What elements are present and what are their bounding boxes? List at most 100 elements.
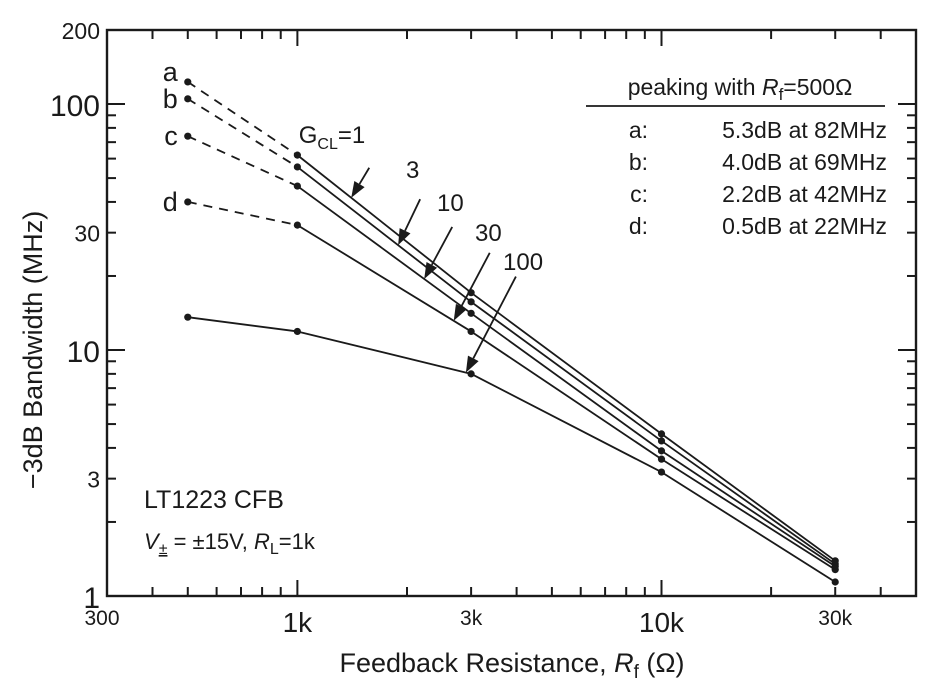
y-tick-labels: 1 3 10 30 100 200: [50, 18, 100, 615]
legend-entry-key: c:: [630, 181, 648, 207]
series-segment: [470, 330, 662, 460]
device-annotation: LT1223 CFB V± = ±15V, RL=1k: [144, 486, 316, 558]
series-g-cl-3: [184, 95, 839, 568]
legend-entry-key: a:: [629, 117, 648, 143]
series-segment-dashed: [187, 81, 298, 156]
y-tick-label: 3: [87, 467, 100, 493]
x-axis-title-var: R: [614, 648, 634, 678]
y-tick-label: 30: [74, 221, 100, 247]
gain-arrow-head: [398, 228, 411, 246]
gain-arrow-head: [465, 355, 479, 373]
series-segment-dashed: [187, 135, 298, 187]
device-label: LT1223 CFB: [144, 486, 284, 514]
series-segment: [297, 330, 472, 375]
series-layer: [184, 78, 839, 586]
gain-label: GCL=1: [299, 122, 366, 153]
data-point: [467, 370, 475, 378]
x-axis-title-main: Feedback Resistance,: [339, 648, 614, 678]
peak-label-a: a: [163, 57, 179, 87]
x-tick-label: 1k: [283, 607, 314, 638]
gain-arrow-shaft: [460, 252, 491, 308]
data-point: [467, 309, 475, 317]
legend-entry-text: 5.3dB at 82MHz: [722, 117, 887, 143]
peak-label-c: c: [164, 121, 178, 151]
conditions-v: V: [144, 529, 161, 554]
series-g-cl-30: [184, 198, 839, 574]
series-segment: [470, 312, 663, 452]
legend-entry-key: d:: [629, 213, 648, 239]
series-segment: [660, 450, 836, 568]
conditions-rest: = ±15V,: [167, 529, 254, 554]
series-segment: [470, 373, 662, 473]
data-point: [293, 327, 301, 336]
gain-label-sub: CL: [317, 136, 338, 153]
data-point: [657, 430, 666, 438]
x-tick-label: 3k: [460, 607, 483, 630]
data-point: [657, 437, 666, 445]
x-tick-label: 10k: [639, 607, 685, 638]
legend-title-prefix: peaking with: [628, 74, 762, 100]
data-point: [467, 298, 475, 306]
legend-entry-text: 2.2dB at 42MHz: [722, 181, 887, 207]
y-axis-title: −3dB Bandwidth (MHz): [18, 211, 48, 489]
peak-markers: abc d: [163, 57, 179, 217]
series-segment: [660, 440, 836, 565]
data-point: [184, 313, 192, 321]
x-axis-title-unit: (Ω): [639, 648, 685, 678]
gain-arrow-shaft: [430, 226, 453, 266]
peak-label-b: b: [163, 84, 178, 114]
gain-label: 30: [475, 220, 502, 247]
legend-entry-text: 0.5dB at 22MHz: [722, 213, 887, 239]
series-segment: [661, 458, 836, 571]
series-segment: [296, 154, 472, 294]
series-segment-dashed: [187, 98, 298, 168]
data-point: [184, 78, 192, 86]
data-point: [657, 447, 666, 455]
data-point: [293, 151, 301, 159]
series-segment: [470, 301, 663, 442]
series-segment: [296, 224, 472, 333]
legend-title-sub: f: [779, 85, 784, 104]
data-point: [293, 221, 301, 229]
gain-label-value: =1: [338, 122, 365, 149]
series-segment: [296, 166, 472, 303]
series-segment: [187, 316, 298, 333]
legend-title-suffix: =500Ω: [783, 74, 852, 100]
conditions-r-sub: L: [270, 541, 279, 558]
gain-arrow-head: [351, 180, 365, 198]
y-tick-label: 200: [62, 18, 100, 44]
plot-frame: [105, 28, 918, 598]
series-g-cl-1: [184, 78, 839, 565]
legend-entry-key: b:: [629, 149, 648, 175]
data-point: [657, 468, 666, 476]
series-segment-dashed: [187, 201, 298, 226]
y-tick-label: 1: [83, 582, 100, 615]
data-point: [184, 198, 192, 206]
series-segment: [661, 471, 836, 583]
y-tick-label: 10: [67, 336, 100, 369]
series-g-cl-100: [184, 313, 839, 586]
data-point: [293, 182, 301, 190]
conditions-label: V± = ±15V, RL=1k: [144, 529, 316, 558]
gain-label: 10: [437, 190, 464, 217]
legend: peaking with Rf=500Ω a: 5.3dB at 82MHz b: 4…: [586, 74, 887, 239]
data-point: [184, 132, 192, 140]
data-point: [293, 163, 301, 171]
x-tick-label: 30k: [818, 607, 852, 630]
x-axis-title-sub: f: [634, 662, 640, 683]
series-segment: [296, 185, 472, 315]
gain-arrow-shaft: [404, 198, 421, 232]
legend-title-var: R: [762, 74, 779, 100]
gain-arrow-head: [453, 303, 467, 321]
gain-label: 3: [406, 157, 419, 184]
data-point: [184, 95, 192, 103]
series-g-cl-10: [184, 132, 839, 570]
legend-entries: a: 5.3dB at 82MHz b: 4.0dB at 69MHz c: 2.2dB …: [629, 117, 887, 239]
series-segment: [470, 291, 663, 435]
legend-title: peaking with Rf=500Ω: [628, 74, 853, 104]
conditions-r: R: [254, 529, 270, 554]
gain-label-g: G: [299, 122, 318, 149]
y-tick-label: 100: [50, 90, 100, 123]
